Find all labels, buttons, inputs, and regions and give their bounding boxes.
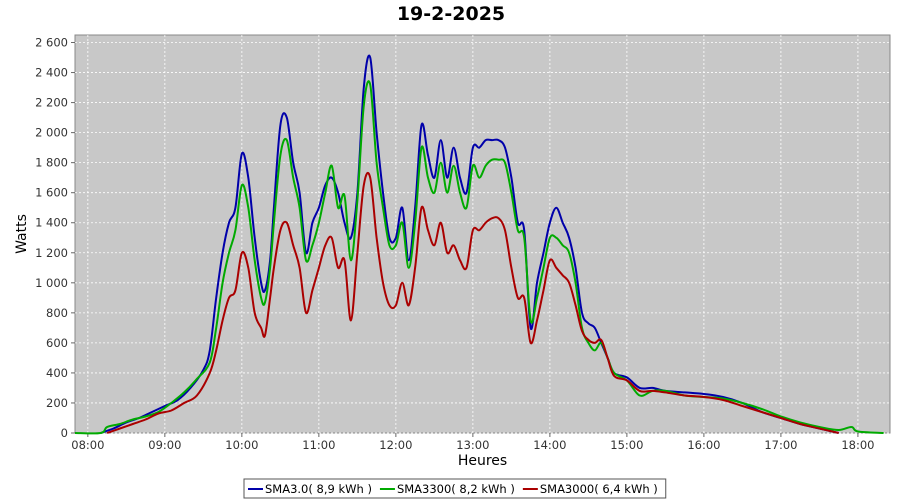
y-axis-label: Watts xyxy=(14,214,30,254)
y-tick-label: 1 800 xyxy=(35,156,68,170)
plot-area xyxy=(74,34,891,434)
x-tick-label: 14:00 xyxy=(533,438,566,452)
x-axis-label: Heures xyxy=(458,453,507,469)
x-tick-label: 09:00 xyxy=(148,438,181,452)
x-tick-label: 16:00 xyxy=(687,438,720,452)
chart-title: 19-2-2025 xyxy=(397,3,505,25)
legend-item: SMA3300( 8,2 kWh ) xyxy=(397,482,515,496)
x-tick-label: 11:00 xyxy=(302,438,335,452)
legend: SMA3.0( 8,9 kWh ) SMA3300( 8,2 kWh ) SMA30… xyxy=(243,478,667,499)
x-tick-label: 17:00 xyxy=(764,438,797,452)
y-tick-label: 1 000 xyxy=(35,276,68,290)
y-tick-label: 2 200 xyxy=(35,96,68,110)
y-tick-label: 200 xyxy=(46,396,68,410)
legend-box xyxy=(243,478,667,499)
series-line xyxy=(106,171,839,434)
x-tick-label: 12:00 xyxy=(379,438,412,452)
x-tick-label: 13:00 xyxy=(456,438,489,452)
y-tick-label: 2 600 xyxy=(35,36,68,50)
y-tick-label: 2 000 xyxy=(35,126,68,140)
x-tick-label: 10:00 xyxy=(225,438,258,452)
y-tick-label: 400 xyxy=(46,366,68,380)
legend-item: SMA3000( 6,4 kWh ) xyxy=(540,482,658,496)
y-tick-label: 2 400 xyxy=(35,66,68,80)
y-tick-label: 0 xyxy=(61,426,68,440)
y-tick-label: 1 600 xyxy=(35,186,68,200)
x-tick-label: 18:00 xyxy=(841,438,874,452)
series-group xyxy=(74,54,884,435)
y-tick-label: 1 200 xyxy=(35,246,68,260)
legend-item: SMA3.0( 8,9 kWh ) xyxy=(265,482,372,496)
y-tick-label: 800 xyxy=(46,306,68,320)
y-tick-label: 600 xyxy=(46,336,68,350)
y-axis: 0 200 400 600 800 1 000 1 200 1 400 1 600 1 800 2 … xyxy=(35,36,75,440)
y-tick-label: 1 400 xyxy=(35,216,68,230)
x-axis: 08:00 09:00 10:00 11:00 12:00 13:00 14:00 15:00… xyxy=(71,433,874,452)
x-tick-label: 08:00 xyxy=(71,438,104,452)
x-tick-label: 15:00 xyxy=(610,438,643,452)
